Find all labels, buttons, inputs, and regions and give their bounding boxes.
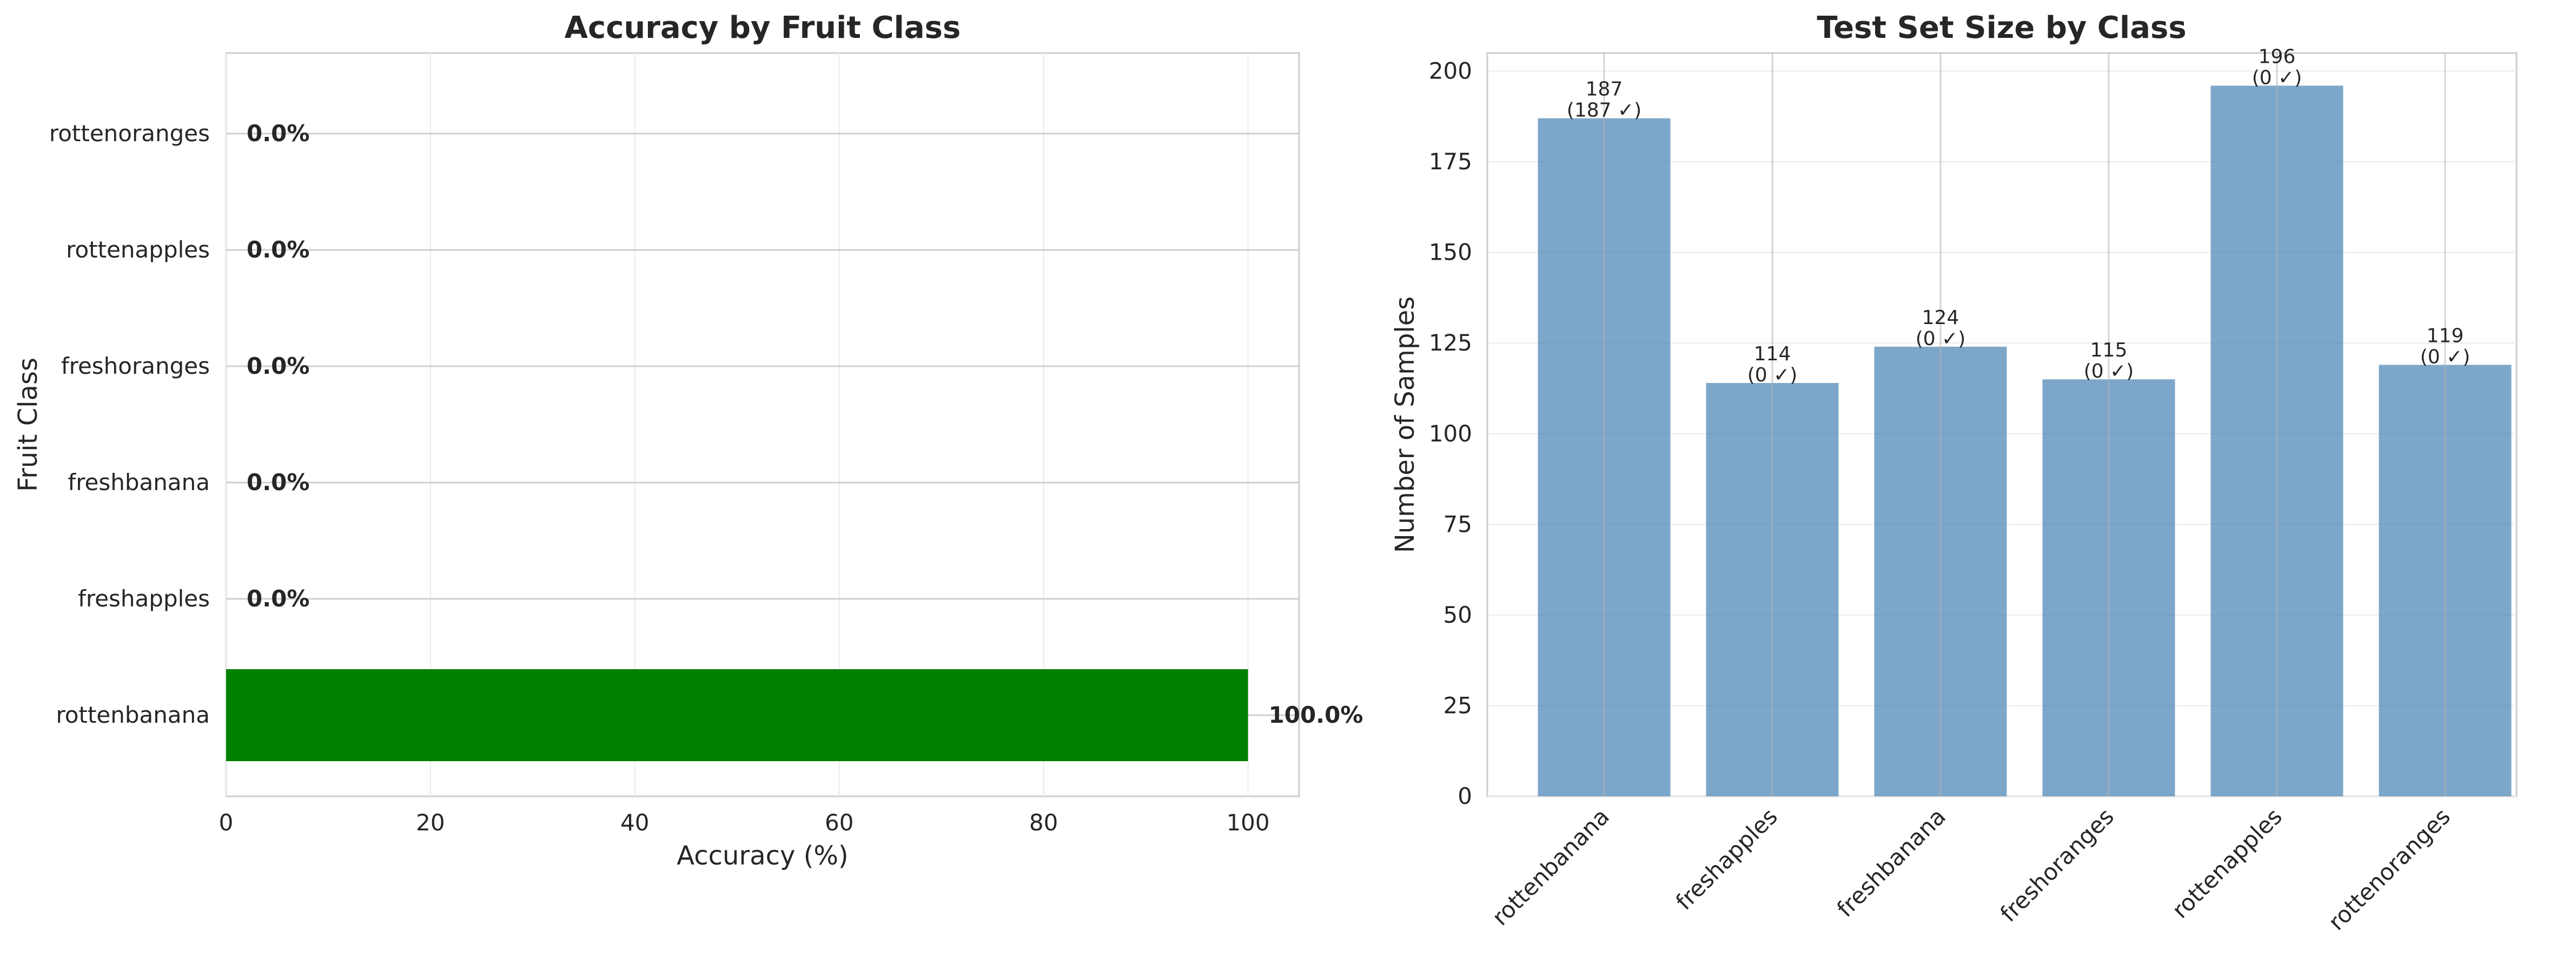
test-size-y-tick-label: 75 bbox=[1443, 511, 1472, 537]
accuracy-y-tick-label: freshbanana bbox=[68, 469, 210, 496]
test-size-x-tick-label: freshapples bbox=[1671, 803, 1783, 915]
test-size-x-tick-label: rottenapples bbox=[2167, 803, 2287, 923]
test-size-correct-label: (0 ✓) bbox=[1747, 364, 1798, 386]
accuracy-x-tick-label: 40 bbox=[620, 809, 649, 836]
test-size-y-tick-label: 150 bbox=[1429, 239, 1472, 266]
accuracy-x-axis-label: Accuracy (%) bbox=[677, 841, 848, 871]
accuracy-y-tick-label: freshoranges bbox=[61, 353, 210, 379]
test-size-correct-label: (0 ✓) bbox=[1916, 328, 1966, 350]
accuracy-chart: 0 20 40 60 80 100 rottenbanana freshapples fres… bbox=[13, 10, 1363, 871]
test-size-y-tick-label: 125 bbox=[1429, 329, 1472, 356]
test-size-correct-label: (0 ✓) bbox=[2420, 346, 2471, 368]
accuracy-data-label: 0.0% bbox=[247, 585, 309, 612]
accuracy-x-tick-labels: 0 20 40 60 80 100 bbox=[219, 809, 1270, 836]
test-size-correct-label: (187 ✓) bbox=[1567, 100, 1641, 122]
test-size-y-tick-label: 0 bbox=[1458, 783, 1472, 809]
accuracy-x-tick-label: 80 bbox=[1029, 809, 1058, 836]
test-size-x-tick-label: rottenbanana bbox=[1487, 803, 1614, 930]
accuracy-y-tick-label: rottenbanana bbox=[56, 702, 210, 728]
accuracy-x-tick-label: 20 bbox=[416, 809, 445, 836]
accuracy-x-tick-label: 60 bbox=[825, 809, 853, 836]
test-size-y-tick-label: 200 bbox=[1429, 58, 1472, 84]
accuracy-x-tick-label: 0 bbox=[219, 809, 234, 836]
accuracy-y-tick-label: rottenapples bbox=[66, 236, 210, 263]
test-size-x-tick-label: freshbanana bbox=[1832, 803, 1951, 922]
test-size-y-tick-label: 175 bbox=[1429, 148, 1472, 175]
accuracy-bars bbox=[226, 669, 1248, 761]
test-size-x-tick-labels: rottenbanana freshapples freshbanana fresho… bbox=[1487, 803, 2455, 935]
test-size-data-label: 187 bbox=[1586, 78, 1623, 101]
accuracy-bar bbox=[226, 669, 1248, 761]
test-size-correct-label: (0 ✓) bbox=[2084, 360, 2134, 382]
test-size-data-label: 115 bbox=[2090, 339, 2128, 361]
test-size-x-tick-label: rottenoranges bbox=[2323, 803, 2455, 935]
test-size-correct-label: (0 ✓) bbox=[2252, 67, 2302, 89]
test-size-y-tick-label: 25 bbox=[1443, 692, 1472, 718]
test-size-y-tick-label: 100 bbox=[1429, 420, 1472, 447]
test-size-data-label: 114 bbox=[1754, 343, 1791, 365]
accuracy-data-label: 0.0% bbox=[247, 120, 309, 147]
test-size-data-label: 119 bbox=[2427, 325, 2464, 347]
test-size-y-tick-labels: 0 25 50 75 100 125 150 175 200 bbox=[1429, 58, 1472, 809]
accuracy-chart-title: Accuracy by Fruit Class bbox=[565, 10, 961, 45]
test-size-chart-title: Test Set Size by Class bbox=[1817, 10, 2186, 45]
accuracy-y-tick-label: rottenoranges bbox=[49, 120, 210, 147]
test-size-data-labels: 187(187 ✓)114(0 ✓)124(0 ✓)115(0 ✓)196(0 … bbox=[1567, 45, 2471, 386]
accuracy-y-tick-label: freshapples bbox=[78, 585, 210, 612]
test-size-y-tick-label: 50 bbox=[1443, 602, 1472, 628]
test-size-vertical-gridlines bbox=[1603, 53, 2446, 796]
accuracy-data-labels: 100.0% 0.0% 0.0% 0.0% 0.0% 0.0% bbox=[247, 120, 1363, 728]
test-size-chart: rottenbanana freshapples freshbanana fresho… bbox=[1390, 10, 2518, 935]
accuracy-data-label: 100.0% bbox=[1269, 702, 1363, 728]
test-size-data-label: 196 bbox=[2259, 45, 2296, 68]
test-size-data-label: 124 bbox=[1922, 307, 1959, 329]
accuracy-data-label: 0.0% bbox=[247, 236, 309, 263]
accuracy-x-tick-label: 100 bbox=[1226, 809, 1269, 836]
accuracy-y-axis-label: Fruit Class bbox=[13, 358, 43, 492]
accuracy-data-label: 0.0% bbox=[247, 353, 309, 379]
accuracy-data-label: 0.0% bbox=[247, 469, 309, 496]
test-size-x-tick-label: freshoranges bbox=[1995, 803, 2119, 927]
test-size-y-axis-label: Number of Samples bbox=[1390, 296, 1420, 553]
accuracy-y-tick-labels: rottenbanana freshapples freshbanana fresho… bbox=[49, 120, 210, 728]
